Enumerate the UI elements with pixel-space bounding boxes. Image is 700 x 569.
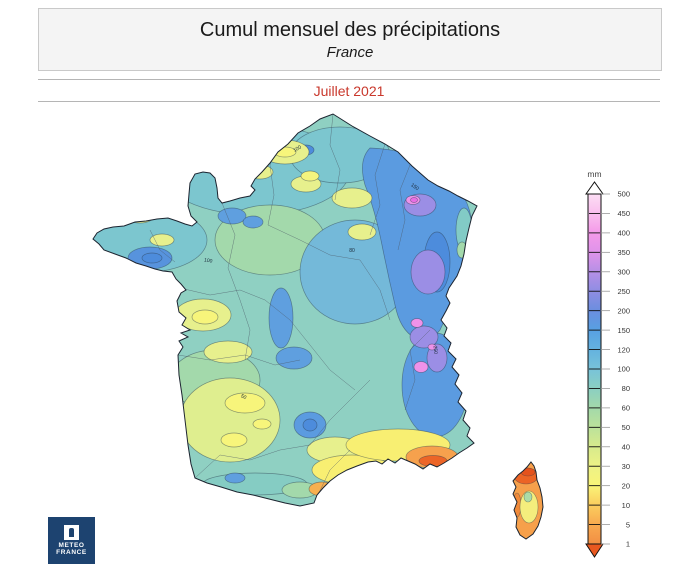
legend-tick-label: 80 bbox=[622, 384, 630, 393]
legend-tick-label: 20 bbox=[622, 481, 630, 490]
spot-magenta bbox=[410, 197, 418, 203]
legend-tick-label: 50 bbox=[622, 423, 630, 432]
legend-tick-label: 200 bbox=[617, 306, 630, 315]
contour-label: 150 bbox=[409, 182, 419, 192]
legend-tick-label: 10 bbox=[622, 501, 630, 510]
spot-normandy-blue-2 bbox=[242, 215, 264, 229]
department-borders bbox=[149, 114, 431, 504]
header-box: Cumul mensuel des précipitations France bbox=[38, 8, 662, 71]
period-label: Juillet 2021 bbox=[313, 82, 385, 99]
page-title: Cumul mensuel des précipitations bbox=[199, 18, 501, 41]
spot-vendee-yellow bbox=[191, 309, 219, 325]
france-mainland: 100 150 250 100 50 80 bbox=[92, 113, 478, 507]
legend-tick-label: 400 bbox=[617, 229, 630, 238]
logo-line2: FRANCE bbox=[56, 549, 87, 556]
corsica-green-spot bbox=[523, 491, 533, 503]
legend-arrow-bottom bbox=[585, 543, 604, 558]
legend-tick-label: 30 bbox=[622, 462, 630, 471]
region-franchecomte-violet bbox=[410, 249, 446, 295]
region-jura-violet bbox=[409, 325, 439, 349]
legend-tick-label: 150 bbox=[617, 326, 630, 335]
region-savoie-violet bbox=[426, 343, 448, 373]
spot-brittany-blue-core bbox=[141, 252, 163, 264]
corsica bbox=[512, 461, 544, 540]
spot-yg-1 bbox=[246, 164, 274, 180]
region-poitou-yg bbox=[203, 340, 253, 364]
spot-pink-2 bbox=[410, 318, 424, 328]
spot-normandy-blue-1 bbox=[217, 207, 247, 225]
spot-massif-blue bbox=[275, 346, 313, 370]
page-subtitle: France bbox=[326, 43, 374, 61]
spot-cevennes-core bbox=[302, 418, 318, 432]
legend-tick-label: 100 bbox=[617, 365, 630, 374]
region-loire-blue bbox=[268, 287, 294, 349]
legend-colorbar: mm50045040035030025020015012010080605040… bbox=[585, 169, 630, 558]
spot-yg-3 bbox=[300, 170, 320, 182]
legend-tick-label: 40 bbox=[622, 442, 630, 451]
period-band: Juillet 2021 bbox=[38, 79, 660, 102]
spot-brittany-yg-2 bbox=[149, 233, 175, 247]
legend-arrow-top bbox=[585, 181, 604, 195]
spot-champagne-yg-1 bbox=[331, 187, 373, 209]
legend-tick-label: 300 bbox=[617, 267, 630, 276]
legend-tick-label: 120 bbox=[617, 345, 630, 354]
contour-labels: 100 150 250 100 50 80 bbox=[204, 144, 439, 401]
contour-label: 50 bbox=[240, 393, 248, 401]
legend-tick-label: 450 bbox=[617, 209, 630, 218]
legend-tick-label: 60 bbox=[622, 404, 630, 413]
spot-pink-4 bbox=[427, 343, 437, 351]
legend-tick-label: 1 bbox=[626, 540, 630, 549]
legend-unit: mm bbox=[587, 169, 601, 179]
spot-sw-yellow-2 bbox=[220, 432, 248, 448]
legend-tick-label: 5 bbox=[626, 520, 630, 529]
contour-label: 250 bbox=[432, 345, 439, 354]
spot-champagne-yg-2 bbox=[347, 223, 377, 241]
spot-brittany-yg-1 bbox=[125, 208, 155, 224]
legend-tick-label: 350 bbox=[617, 248, 630, 257]
spot-pyrenees-blue bbox=[224, 472, 246, 484]
contour-label: 100 bbox=[204, 257, 213, 264]
meteo-france-logo: METEO FRANCE bbox=[48, 517, 95, 564]
contour-label: 80 bbox=[349, 248, 355, 254]
corsica-north-red-core bbox=[520, 467, 536, 477]
logo-line1: METEO bbox=[58, 542, 85, 549]
meteo-france-icon bbox=[64, 525, 79, 540]
spot-sw-yellow-1 bbox=[224, 392, 266, 414]
spot-sw-yellow-3 bbox=[252, 418, 272, 430]
contour-label: 100 bbox=[292, 144, 302, 153]
legend-tick-label: 250 bbox=[617, 287, 630, 296]
legend-tick-label: 500 bbox=[617, 190, 630, 199]
spot-pink-3 bbox=[413, 361, 429, 373]
